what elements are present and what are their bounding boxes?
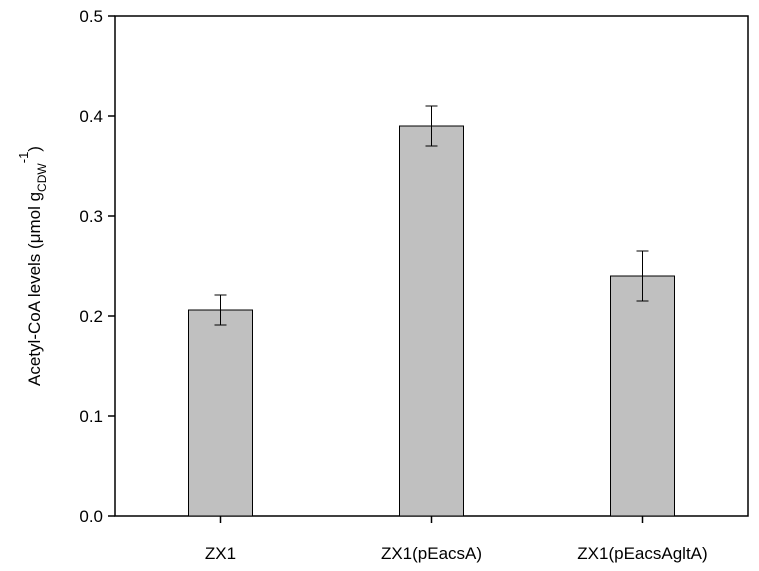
- y-tick-label: 0.3: [79, 207, 103, 226]
- error-bar: [214, 294, 227, 326]
- y-label-text: Acetyl-CoA levels (μmol g: [25, 192, 44, 386]
- x-tick-label: ZX1(pEacsAgltA): [577, 544, 707, 563]
- y-tick-label: 0.4: [79, 107, 103, 126]
- x-tick-label: ZX1: [205, 544, 236, 563]
- y-tick-label: 0.2: [79, 307, 103, 326]
- bar: [399, 125, 464, 517]
- x-tick-label: ZX1(pEacsA): [381, 544, 482, 563]
- bar: [188, 309, 253, 517]
- y-tick-label: 0.0: [79, 507, 103, 526]
- y-axis-label: Acetyl-CoA levels (μmol gCDW -1): [16, 146, 49, 386]
- y-tick-label: 0.1: [79, 407, 103, 426]
- y-label-sub: CDW: [35, 163, 49, 192]
- bar: [610, 275, 675, 517]
- y-label-end: ): [25, 146, 44, 152]
- error-bar: [425, 105, 438, 147]
- y-label-sup: -1: [16, 152, 31, 164]
- error-bar: [636, 250, 649, 302]
- y-tick-label: 0.5: [79, 7, 103, 26]
